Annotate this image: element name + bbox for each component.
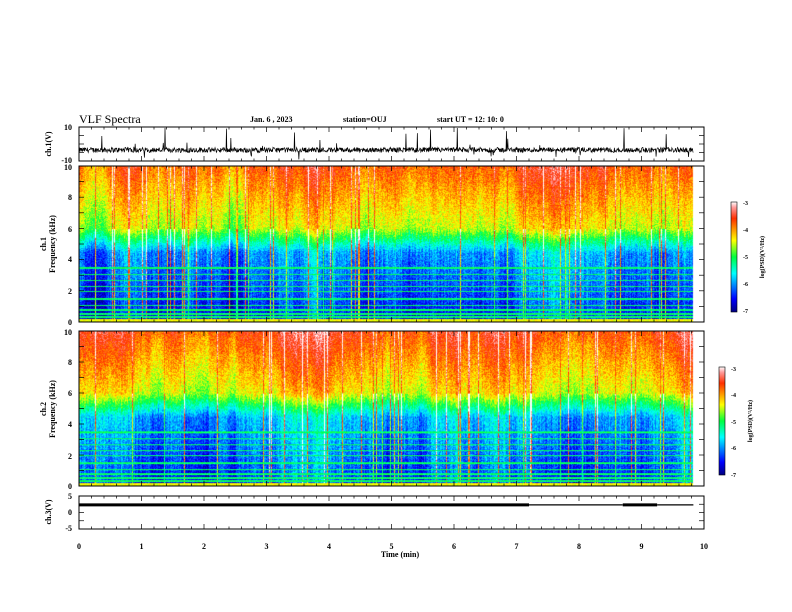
ch1-freq-tick-4: 4	[68, 255, 72, 264]
ch1-spectrogram-ticks	[78, 165, 705, 323]
ch2-freq-tick-0: 0	[68, 482, 72, 491]
ch1-cb-tick-m6: -6	[743, 282, 748, 288]
time-tick-label: 6	[452, 542, 456, 551]
ch1-ticks	[78, 126, 705, 162]
time-tick-label: 5	[390, 542, 394, 551]
ch2-cb-tick-m6: -6	[731, 446, 736, 452]
ch1-freq-tick-6: 6	[68, 225, 72, 234]
ch1-frame	[78, 126, 705, 162]
time-tick-label: 10	[700, 542, 708, 551]
ch1-cb-tick-m3: -3	[743, 201, 748, 207]
ch1-waveform-panel: 10 -10 ch.1(V)	[44, 123, 705, 165]
ch1-freq-tick-10: 10	[64, 163, 72, 172]
ch1-colorbar-gradient	[730, 201, 738, 313]
ch3-panel: 5 0 -5 ch.3(V) 0 1 2 3 4 5 6 7 8 9 10 Time (min)	[44, 492, 708, 559]
ch3-frame	[78, 495, 705, 530]
ch3-ylabel: ch.3(V)	[44, 499, 53, 524]
ch3-ytick-m5: -5	[65, 524, 72, 533]
ch1-ylabel: ch.1(V)	[44, 131, 53, 156]
ch2-colorbar-gradient	[718, 366, 726, 476]
ch1-cb-tick-m5: -5	[743, 255, 748, 261]
ch3-ticks	[78, 495, 705, 530]
ch3-ytick-5: 5	[68, 492, 72, 501]
ch1-trace	[78, 127, 694, 160]
time-tick-label: 0	[77, 542, 81, 551]
ch1-cb-tick-m4: -4	[743, 228, 748, 234]
ch1-colorbar: -3 -4 -5 -6 -7 log(PSD)(V²/Hz)	[730, 201, 766, 315]
ch2-freq-tick-4: 4	[68, 420, 72, 429]
ch2-freq-tick-6: 6	[68, 389, 72, 398]
ch2-freq-label: Frequency (kHz)	[48, 380, 57, 438]
date-label: Jan. 6 , 2023	[250, 115, 292, 124]
ch1-ytick-top: 10	[64, 123, 72, 132]
ch1-freq-tick-8: 8	[68, 193, 72, 202]
ch2-cb-tick-m5: -5	[731, 420, 736, 426]
ch1-ytick-bottom: -10	[61, 156, 72, 165]
ch2-freq-tick-10: 10	[64, 328, 72, 337]
ch2-spectrogram-panel: 0 2 4 6 8 10 ch.2 Frequency (kHz)	[39, 328, 705, 491]
time-tick-label: 3	[265, 542, 269, 551]
ch1-spectrogram-image	[79, 166, 704, 322]
ch1-freq-tick-2: 2	[68, 287, 72, 296]
time-axis-label: Time (min)	[381, 550, 420, 559]
time-tick-label: 4	[327, 542, 331, 551]
ch1-channel-label: ch.1	[39, 237, 48, 251]
ch1-cb-label: log(PSD)(V²/Hz)	[759, 236, 766, 278]
ch2-freq-tick-8: 8	[68, 358, 72, 367]
ch1-cb-tick-m7: -7	[743, 309, 748, 315]
figure-title: VLF Spectra	[79, 112, 141, 126]
ch2-freq-tick-2: 2	[68, 452, 72, 461]
time-tick-label: 7	[515, 542, 519, 551]
station-label: station=OUJ	[343, 115, 387, 124]
time-tick-label: 9	[640, 542, 644, 551]
ch3-ytick-0: 0	[68, 508, 72, 517]
ch2-cb-label: log(PSD)(V²/Hz)	[747, 400, 754, 442]
ch2-spectrogram-image	[79, 331, 704, 486]
ch2-cb-tick-m4: -4	[731, 393, 736, 399]
start-ut-label: start UT = 12: 10: 0	[437, 115, 504, 124]
time-tick-labels: 0 1 2 3 4 5 6 7 8 9 10	[77, 542, 708, 551]
ch1-spectrogram-panel: 0 2 4 6 8 10 ch.1 Frequency (kHz)	[39, 163, 705, 327]
ch2-spectrogram-ticks	[78, 330, 705, 487]
ch1-freq-tick-0: 0	[68, 318, 72, 327]
time-tick-label: 2	[202, 542, 206, 551]
ch2-cb-tick-m3: -3	[731, 367, 736, 373]
ch2-channel-label: ch.2	[39, 402, 48, 416]
ch2-colorbar: -3 -4 -5 -6 -7 log(PSD)(V²/Hz)	[718, 366, 754, 479]
time-tick-label: 8	[577, 542, 581, 551]
time-tick-label: 1	[140, 542, 144, 551]
ch1-freq-label: Frequency (kHz)	[48, 215, 57, 273]
ch2-cb-tick-m7: -7	[731, 473, 736, 479]
